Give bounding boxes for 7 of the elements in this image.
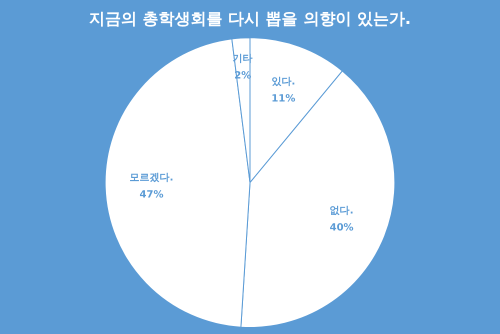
data-label: 47% xyxy=(140,189,164,200)
chart-title: 지금의 총학생회를 다시 뽑을 의향이 있는가. xyxy=(89,8,411,28)
slice-label: 없다. xyxy=(330,205,354,216)
data-label: 40% xyxy=(330,222,354,234)
data-label: 11% xyxy=(271,93,296,104)
slice-label: 모르겠다. xyxy=(130,172,174,184)
slice-label: 있다. xyxy=(271,76,296,88)
